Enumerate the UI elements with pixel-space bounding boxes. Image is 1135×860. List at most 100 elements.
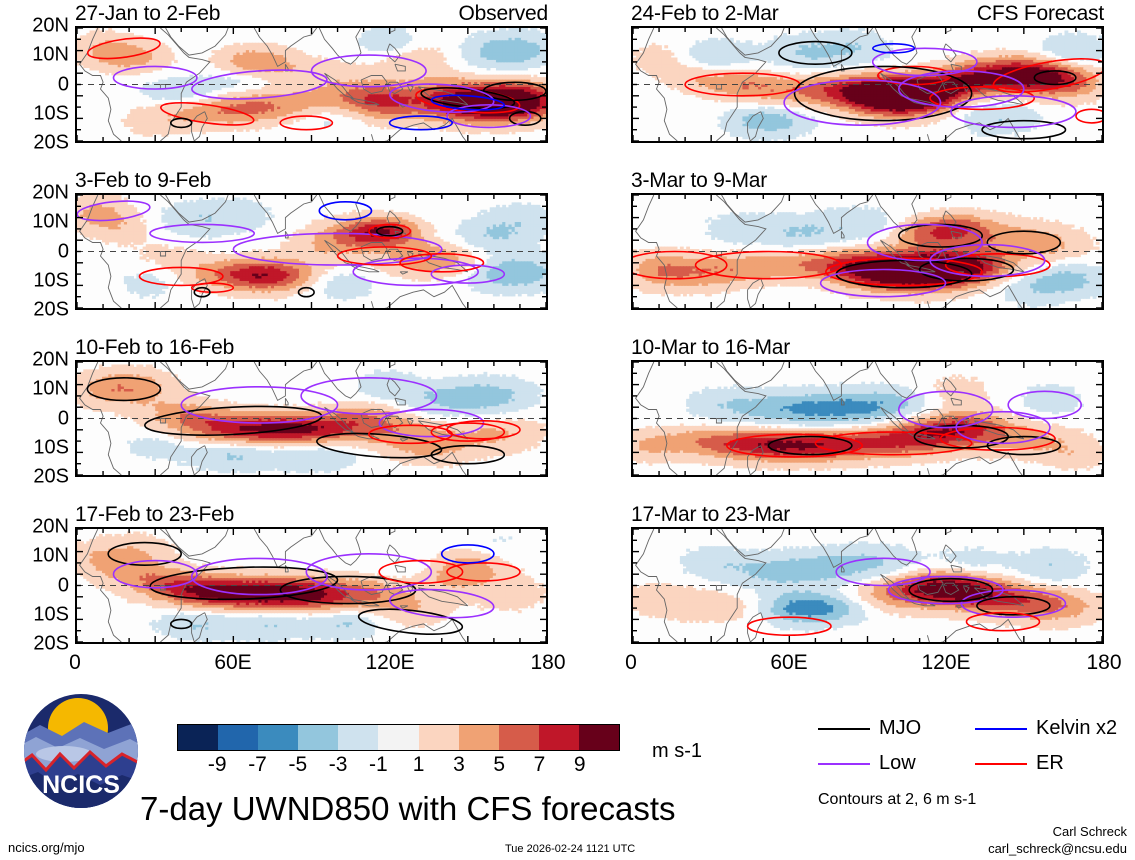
colorbar-swatch-3 bbox=[298, 725, 339, 750]
y-tick-0: 0 bbox=[7, 407, 69, 430]
y-tick-20n: 20N bbox=[7, 15, 69, 38]
panel-title: 17-Feb to 23-Feb bbox=[75, 503, 234, 527]
ncics-logo-graphic: NCICS bbox=[24, 694, 138, 808]
panel-forecast-1: 24-Feb to 2-Mar CFS Forecast bbox=[631, 2, 1104, 143]
panel-title: 17-Mar to 23-Mar bbox=[631, 503, 790, 527]
plot-area bbox=[75, 26, 548, 143]
legend-label-er: ER bbox=[1036, 752, 1064, 775]
colorbar-tick--1: -1 bbox=[369, 753, 388, 777]
colorbar-tick--3: -3 bbox=[329, 753, 348, 777]
colorbar-tick--5: -5 bbox=[288, 753, 307, 777]
panel-title: 27-Jan to 2-Feb bbox=[75, 2, 220, 26]
y-tick-10s: 10S bbox=[7, 436, 69, 459]
colorbar-swatch-9 bbox=[538, 725, 579, 750]
ncics-logo-text: NCICS bbox=[42, 771, 120, 799]
x-tick-0: 0 bbox=[625, 651, 637, 675]
colorbar-tick-3: 3 bbox=[453, 753, 465, 777]
y-tick-0: 0 bbox=[7, 240, 69, 263]
legend-swatch-er bbox=[975, 762, 1027, 765]
y-tick-10n: 10N bbox=[7, 44, 69, 67]
y-tick-20s: 20S bbox=[7, 466, 69, 489]
plot-area bbox=[631, 360, 1104, 477]
colorbar-swatch-7 bbox=[458, 725, 499, 750]
panel-observed-3: 10-Feb to 16-Feb 20N 10N 0 10S 20S bbox=[32, 336, 548, 488]
panel-title: 3-Mar to 9-Mar bbox=[631, 169, 767, 193]
legend-item-kelvin: Kelvin x2 bbox=[975, 717, 1117, 740]
panel-observed-4: 17-Feb to 23-Feb 20N 10N 0 10S 20S 0 60E… bbox=[32, 503, 565, 674]
legend-item-low: Low bbox=[818, 752, 916, 775]
footer-author: Carl Schreck bbox=[1053, 824, 1127, 839]
y-tick-10s: 10S bbox=[7, 102, 69, 125]
colorbar-tick-5: 5 bbox=[493, 753, 505, 777]
y-tick-0: 0 bbox=[7, 73, 69, 96]
panel-title: 24-Feb to 2-Mar bbox=[631, 2, 779, 26]
legend-label-low: Low bbox=[879, 752, 916, 775]
colorbar-tick--7: -7 bbox=[248, 753, 267, 777]
x-tick-180: 180 bbox=[530, 651, 565, 675]
colorbar-swatch-6 bbox=[418, 725, 459, 750]
x-tick-120e: 120E bbox=[921, 651, 970, 675]
panel-observed-1: 27-Jan to 2-Feb Observed 20N 10N 0 10S 2… bbox=[32, 2, 548, 154]
y-tick-20s: 20S bbox=[7, 633, 69, 656]
y-tick-20n: 20N bbox=[7, 349, 69, 372]
footer-site-link[interactable]: ncics.org/mjo bbox=[8, 840, 85, 855]
legend-swatch-mjo bbox=[818, 727, 870, 730]
colorbar-swatch-0 bbox=[178, 725, 219, 750]
colorbar-swatches bbox=[177, 724, 620, 751]
panel-forecast-4: 17-Mar to 23-Mar 0 60E 120E 180 bbox=[625, 503, 1121, 674]
column-header-observed: Observed bbox=[459, 2, 549, 26]
x-tick-60e: 60E bbox=[214, 651, 251, 675]
legend-swatch-low bbox=[818, 762, 870, 765]
y-tick-20n: 20N bbox=[7, 516, 69, 539]
y-tick-10s: 10S bbox=[7, 269, 69, 292]
panel-title: 10-Mar to 16-Mar bbox=[631, 336, 790, 360]
y-tick-20s: 20S bbox=[7, 299, 69, 322]
colorbar-tick-9: 9 bbox=[574, 753, 586, 777]
footer-timestamp: Tue 2026-02-24 1121 UTC bbox=[505, 843, 635, 855]
y-tick-20n: 20N bbox=[7, 182, 69, 205]
colorbar-swatch-2 bbox=[258, 725, 299, 750]
colorbar: -9 -7 -5 -3 -1 1 3 5 7 9 bbox=[177, 724, 620, 780]
legend-swatch-kelvin bbox=[975, 727, 1027, 730]
plot-area bbox=[75, 193, 548, 310]
plot-area bbox=[631, 527, 1104, 644]
panel-forecast-3: 10-Mar to 16-Mar bbox=[631, 336, 1104, 477]
legend-label-kelvin: Kelvin x2 bbox=[1036, 717, 1117, 740]
colorbar-tick-7: 7 bbox=[534, 753, 546, 777]
panel-title: 3-Feb to 9-Feb bbox=[75, 169, 211, 193]
colorbar-swatch-4 bbox=[338, 725, 379, 750]
colorbar-units-label: m s-1 bbox=[652, 740, 702, 763]
column-header-forecast: CFS Forecast bbox=[977, 2, 1104, 26]
y-tick-10n: 10N bbox=[7, 211, 69, 234]
y-tick-0: 0 bbox=[7, 574, 69, 597]
x-tick-0: 0 bbox=[69, 651, 81, 675]
legend-label-mjo: MJO bbox=[879, 717, 921, 740]
main-title: 7-day UWND850 with CFS forecasts bbox=[140, 790, 676, 828]
colorbar-tick--9: -9 bbox=[208, 753, 227, 777]
y-tick-10n: 10N bbox=[7, 545, 69, 568]
colorbar-swatch-5 bbox=[378, 725, 419, 750]
panel-forecast-2: 3-Mar to 9-Mar bbox=[631, 169, 1104, 310]
y-tick-10n: 10N bbox=[7, 378, 69, 401]
plot-area bbox=[631, 26, 1104, 143]
x-tick-120e: 120E bbox=[365, 651, 414, 675]
panel-observed-2: 3-Feb to 9-Feb 20N 10N 0 10S 20S bbox=[32, 169, 548, 321]
colorbar-swatch-8 bbox=[498, 725, 539, 750]
plot-area bbox=[75, 360, 548, 477]
plot-area bbox=[631, 193, 1104, 310]
x-tick-60e: 60E bbox=[770, 651, 807, 675]
plot-area bbox=[75, 527, 548, 644]
footer-email[interactable]: carl_schreck@ncsu.edu bbox=[988, 841, 1127, 856]
colorbar-swatch-10 bbox=[578, 725, 620, 750]
panel-title: 10-Feb to 16-Feb bbox=[75, 336, 234, 360]
x-tick-180: 180 bbox=[1086, 651, 1121, 675]
ncics-logo: NCICS bbox=[22, 692, 140, 810]
colorbar-swatch-1 bbox=[218, 725, 259, 750]
y-tick-20s: 20S bbox=[7, 132, 69, 155]
legend-item-mjo: MJO bbox=[818, 717, 921, 740]
y-tick-10s: 10S bbox=[7, 603, 69, 626]
legend-item-er: ER bbox=[975, 752, 1064, 775]
colorbar-tick-1: 1 bbox=[413, 753, 425, 777]
contour-note: Contours at 2, 6 m s-1 bbox=[818, 791, 976, 809]
